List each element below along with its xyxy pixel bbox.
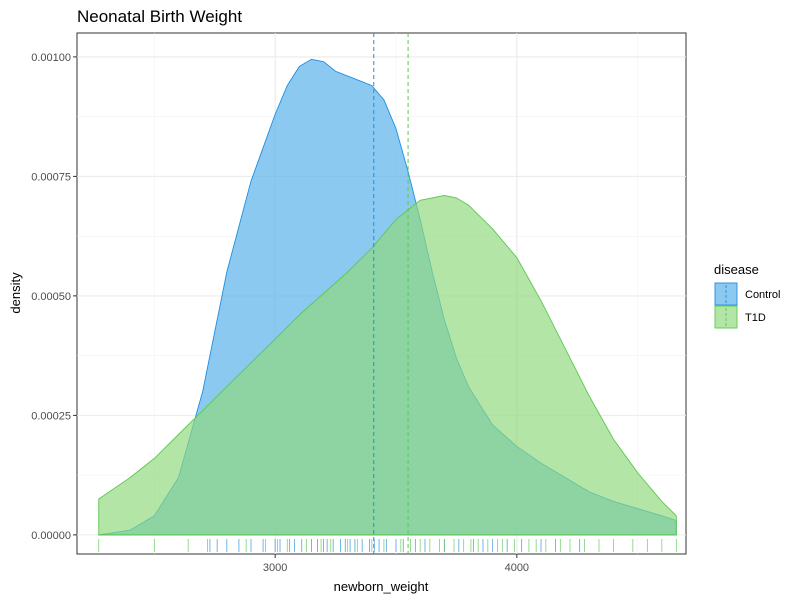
y-tick-label: 0.00075 [31, 171, 71, 183]
chart-title: Neonatal Birth Weight [77, 7, 242, 26]
y-tick-label: 0.00000 [31, 530, 71, 542]
legend-entries: Control T1D [714, 282, 780, 329]
y-axis-title: density [8, 272, 23, 314]
x-axis: 3000 4000 [263, 554, 529, 574]
rug-marks [98, 539, 677, 552]
legend-label-control: Control [745, 289, 780, 301]
plot-panel [76, 32, 687, 555]
x-tick-label: 3000 [263, 562, 287, 574]
legend-key-t1d [714, 305, 738, 329]
x-axis-title: newborn_weight [334, 579, 429, 594]
legend-label-t1d: T1D [745, 312, 766, 324]
legend: disease Control T1D [714, 262, 780, 329]
y-axis: 0.00000 0.00025 0.00050 0.00075 0.00100 [31, 52, 77, 542]
y-tick-label: 0.00100 [31, 52, 71, 64]
y-tick-label: 0.00050 [31, 291, 71, 303]
mean-lines [373, 33, 409, 554]
y-tick-label: 0.00025 [31, 410, 71, 422]
density-area-t1d [98, 195, 677, 536]
x-tick-label: 4000 [505, 562, 529, 574]
legend-title: disease [714, 262, 759, 277]
legend-key-control [714, 282, 738, 306]
density-areas [98, 58, 677, 536]
